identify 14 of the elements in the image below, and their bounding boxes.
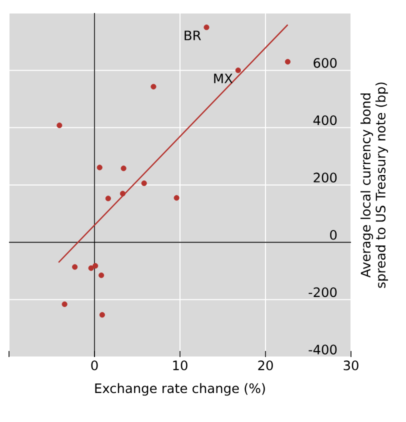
x-tick-label: 10 (173, 360, 188, 370)
y-tick-label: 0 (330, 230, 337, 240)
annotation: BR (184, 30, 201, 40)
x-axis-title: Exchange rate change (%) (95, 383, 265, 396)
annotation: MX (214, 74, 233, 84)
x-tick-label: 20 (258, 360, 273, 370)
y-tick-label: 400 (313, 115, 337, 126)
y-tick-label: 600 (314, 58, 337, 68)
y-axis-title: Average local currency bond spread to US Treasury note (bp) (360, 82, 388, 288)
x-tick-label: 30 (344, 360, 358, 370)
x-tick-label: 0 (91, 360, 98, 370)
y-tick-label: 200 (314, 172, 337, 182)
y-tick-label: -200 (308, 287, 337, 298)
y-tick-label: -400 (308, 344, 337, 354)
